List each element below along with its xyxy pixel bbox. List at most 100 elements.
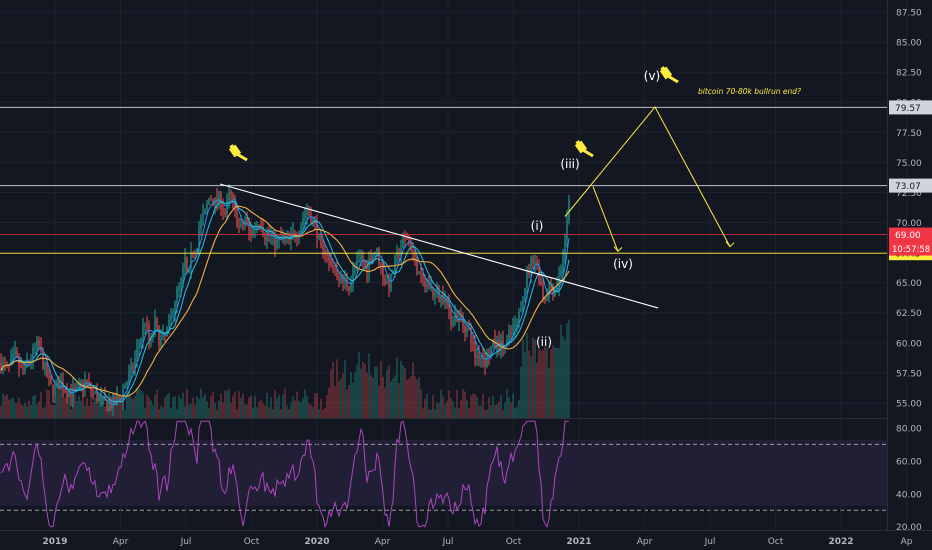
candle-body (0, 363, 2, 371)
candle-body (450, 308, 452, 325)
volume-bar (502, 409, 504, 418)
candle-body (444, 300, 446, 303)
volume-bar (182, 392, 184, 418)
candle-body (544, 297, 546, 300)
volume-bar (172, 397, 174, 418)
volume-bar (30, 404, 32, 418)
candle-body (274, 233, 276, 248)
volume-bar (474, 394, 476, 418)
candle-body (472, 342, 474, 344)
volume-bar (164, 396, 166, 418)
volume-bar (20, 403, 22, 418)
volume-bar (170, 407, 172, 418)
candle-body (146, 325, 148, 327)
volume-bar (102, 396, 104, 418)
volume-bar (278, 394, 280, 418)
volume-bar (484, 409, 486, 418)
candle-body (76, 386, 78, 390)
gavel-icon[interactable] (659, 66, 679, 84)
candle-body (94, 391, 96, 393)
candle-body (336, 268, 338, 277)
time-tick-label: Apr (637, 537, 653, 547)
time-tick-label: 2022 (828, 537, 853, 547)
volume-bar (290, 403, 292, 418)
volume-bar (352, 382, 354, 418)
candle-body (224, 211, 226, 215)
candle-body (174, 302, 176, 316)
candle-body (78, 383, 80, 387)
candle-body (510, 332, 512, 334)
volume-bar (260, 399, 262, 418)
candle-body (234, 199, 236, 209)
volume-bar (52, 404, 54, 418)
candle-body (532, 257, 534, 264)
candle-body (462, 320, 464, 326)
candle-body (486, 352, 488, 367)
volume-bar (508, 396, 510, 418)
volume-bar (266, 392, 268, 418)
candle-body (248, 223, 250, 231)
gavel-icon[interactable] (228, 144, 248, 162)
gavel-icon[interactable] (574, 140, 594, 158)
price-tick-label: 85.00 (896, 39, 922, 49)
volume-bar (540, 350, 542, 418)
volume-bar (538, 347, 540, 418)
candle-body (376, 248, 378, 252)
candle-body (330, 261, 332, 267)
candle-body (116, 396, 118, 405)
volume-bar (354, 372, 356, 418)
rsi-axis[interactable]: 80.00 60.00 40.00 20.00 (896, 424, 922, 533)
projection-arrowhead (725, 241, 735, 248)
volume-bar (462, 389, 464, 418)
candle-body (328, 254, 330, 262)
candle-body (12, 354, 14, 359)
bullrun-annotation[interactable]: bitcoin 70-80k bullrun end? (698, 87, 801, 96)
price-level-tag (889, 100, 932, 115)
candle-body (338, 276, 340, 282)
volume-bar (104, 407, 106, 418)
volume-bar (176, 408, 178, 418)
volume-bar (54, 404, 56, 418)
candle-body (302, 218, 304, 226)
volume-bar (224, 390, 226, 418)
volume-bar (488, 396, 490, 418)
volume-bar (406, 379, 408, 418)
candle-body (172, 315, 174, 317)
volume-bar (58, 389, 60, 418)
volume-bar (384, 387, 386, 418)
volume-bar (44, 406, 46, 418)
candle-body (264, 234, 266, 241)
candle-body (516, 322, 518, 324)
volume-bar (138, 388, 140, 418)
volume-bar (314, 393, 316, 418)
price-tick-label: 55.00 (896, 399, 922, 409)
countdown-tag-text: 10:57:58 (892, 245, 930, 255)
candle-body (200, 218, 202, 230)
volume-bar (346, 389, 348, 418)
volume-bar (36, 404, 38, 418)
volume-bar (480, 405, 482, 418)
projection-arrowhead (613, 246, 623, 253)
candle-body (144, 325, 146, 327)
candle-body (232, 194, 234, 200)
volume-bar (194, 405, 196, 418)
volume-bar (160, 405, 162, 418)
volume-bar (412, 362, 414, 418)
candle-body (188, 268, 190, 273)
candle-body (386, 281, 388, 285)
time-axis[interactable]: 2019 Apr Jul Oct 2020 Apr Jul Oct 2021 Apr Jul Oct 2… (42, 537, 912, 547)
candle-body (32, 348, 34, 360)
price-tick-label: 57.50 (896, 369, 922, 379)
volume-bar (492, 395, 494, 418)
candle-body (186, 258, 188, 273)
volume-bar (178, 395, 180, 418)
candle-body (402, 238, 404, 249)
volume-bar (408, 378, 410, 418)
volume-bar (158, 409, 160, 418)
candle-body (240, 223, 242, 227)
candle-body (14, 350, 16, 355)
volume-bar (284, 388, 286, 418)
candle-body (432, 286, 434, 296)
time-tick-label: Oct (768, 537, 784, 547)
